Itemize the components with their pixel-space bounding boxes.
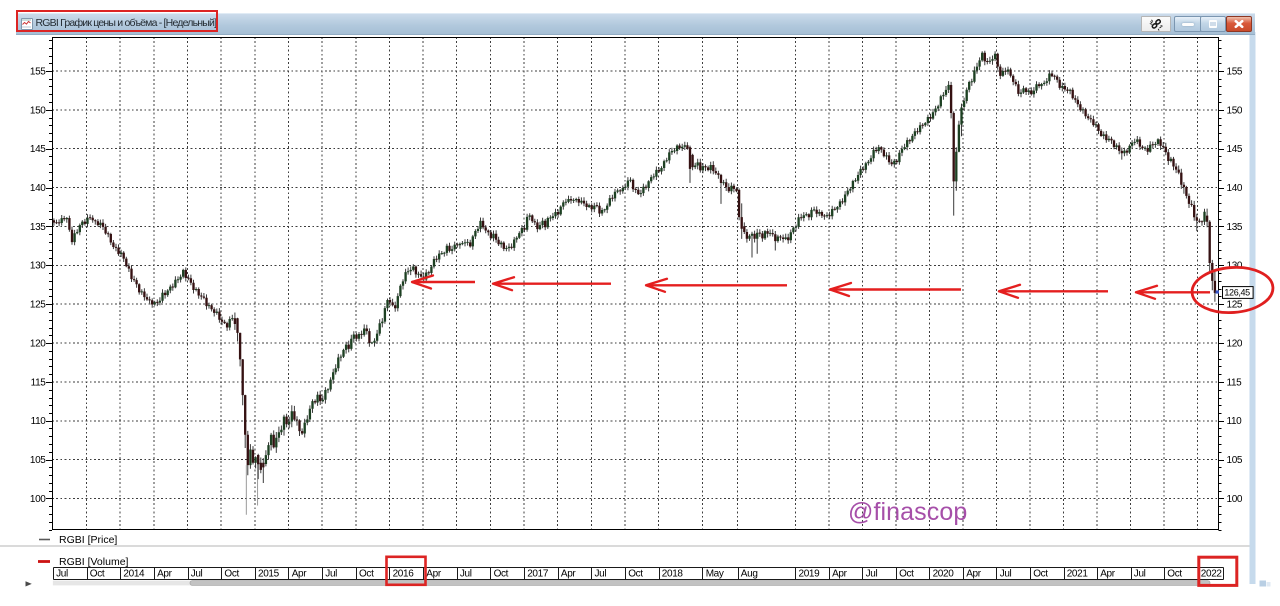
svg-text:Oct: Oct (899, 569, 914, 580)
svg-text:150: 150 (1227, 105, 1243, 116)
svg-text:126,45: 126,45 (1224, 288, 1250, 298)
svg-text:120: 120 (1227, 338, 1243, 349)
svg-text:140: 140 (30, 183, 46, 194)
svg-text:Apr: Apr (966, 569, 982, 580)
svg-text:145: 145 (1227, 144, 1243, 155)
svg-text:Jul: Jul (1134, 569, 1146, 580)
svg-text:155: 155 (1227, 66, 1243, 77)
svg-text:2014: 2014 (123, 569, 145, 580)
svg-text:2019: 2019 (799, 569, 821, 580)
svg-text:2016: 2016 (393, 569, 415, 580)
svg-text:120: 120 (30, 338, 46, 349)
svg-text:Jul: Jul (460, 569, 472, 580)
svg-text:125: 125 (1227, 300, 1243, 311)
svg-text:105: 105 (30, 455, 46, 466)
svg-text:2020: 2020 (933, 569, 955, 580)
svg-text:100: 100 (1227, 494, 1243, 505)
svg-text:Apr: Apr (561, 569, 577, 580)
svg-text:110: 110 (1227, 416, 1243, 427)
svg-text:150: 150 (30, 105, 46, 116)
svg-text:Oct: Oct (224, 569, 239, 580)
svg-text:140: 140 (1227, 183, 1243, 194)
svg-text:2015: 2015 (258, 569, 280, 580)
svg-text:Apr: Apr (426, 569, 442, 580)
svg-text:Aug: Aug (741, 569, 758, 580)
svg-text:Jul: Jul (1000, 569, 1012, 580)
svg-text:Jul: Jul (866, 569, 878, 580)
svg-text:135: 135 (30, 222, 46, 233)
svg-text:Apr: Apr (1100, 569, 1116, 580)
svg-text:Jul: Jul (56, 569, 68, 580)
svg-text:Apr: Apr (832, 569, 848, 580)
svg-text:115: 115 (31, 377, 47, 388)
svg-text:125: 125 (30, 300, 46, 311)
svg-text:May: May (706, 569, 724, 580)
svg-text:155: 155 (30, 66, 46, 77)
svg-text:RGBI [Volume]: RGBI [Volume] (59, 556, 129, 568)
svg-text:Oct: Oct (90, 569, 105, 580)
svg-text:2017: 2017 (527, 569, 549, 580)
svg-text:Oct: Oct (1033, 569, 1048, 580)
svg-text:Oct: Oct (1167, 569, 1182, 580)
svg-text:115: 115 (1227, 377, 1243, 388)
svg-text:Oct: Oct (359, 569, 374, 580)
svg-text:Apr: Apr (292, 569, 308, 580)
svg-text:Jul: Jul (191, 569, 203, 580)
svg-text:2021: 2021 (1067, 569, 1089, 580)
svg-text:Jul: Jul (325, 569, 337, 580)
svg-text:100: 100 (30, 494, 46, 505)
svg-text:2018: 2018 (662, 569, 684, 580)
svg-text:145: 145 (30, 144, 46, 155)
svg-text:Jul: Jul (595, 569, 607, 580)
svg-text:110: 110 (31, 416, 47, 427)
svg-text:105: 105 (1227, 455, 1243, 466)
svg-text:2022: 2022 (1201, 569, 1223, 580)
svg-text:@finascop: @finascop (848, 498, 967, 526)
svg-text:Oct: Oct (494, 569, 509, 580)
svg-text:Apr: Apr (157, 569, 173, 580)
svg-text:130: 130 (30, 261, 46, 272)
svg-text:RGBI [Price]: RGBI [Price] (59, 534, 117, 546)
svg-text:135: 135 (1227, 222, 1243, 233)
svg-text:Oct: Oct (628, 569, 643, 580)
